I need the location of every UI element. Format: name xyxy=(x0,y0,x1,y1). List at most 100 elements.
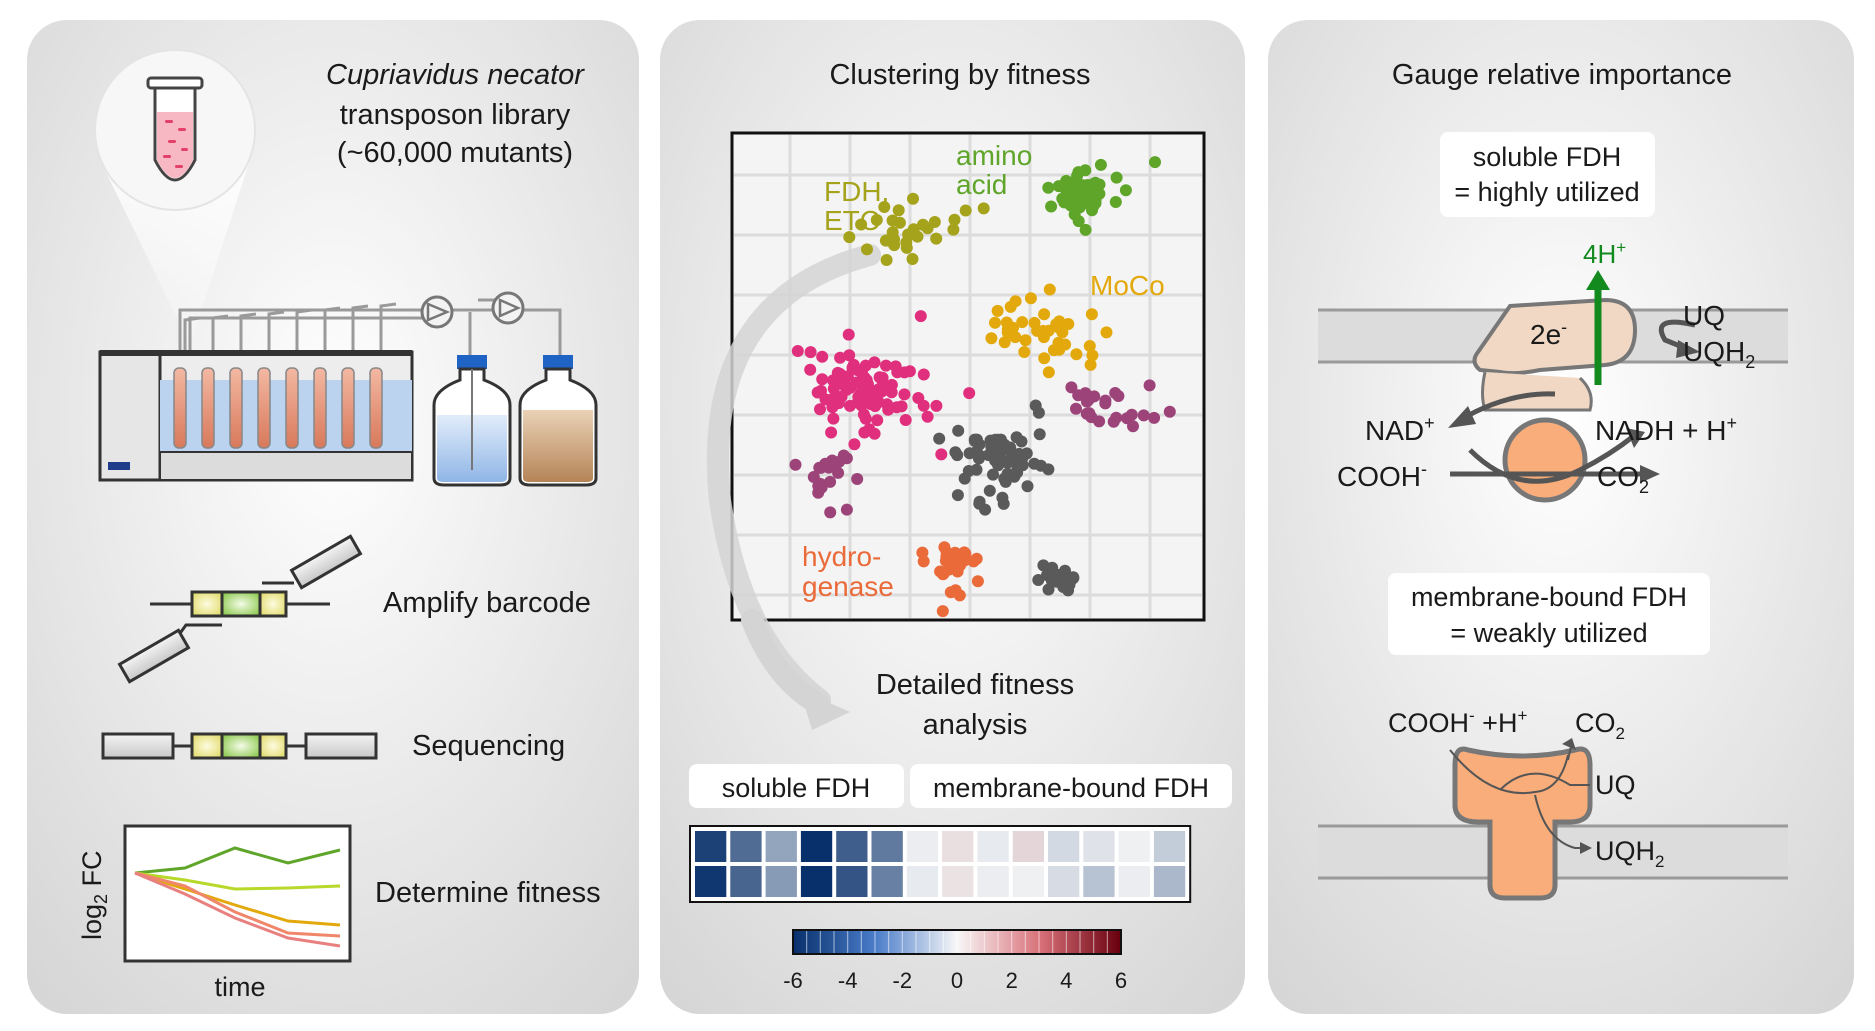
tsne-point xyxy=(1042,463,1055,476)
tsne-point xyxy=(863,423,876,436)
tsne-point xyxy=(893,216,906,229)
membrane-box xyxy=(1388,573,1710,655)
cluster-label-fdh-line1: FDH, xyxy=(824,176,889,207)
tsne-point xyxy=(861,377,874,390)
colorbar-tick-label: 2 xyxy=(1006,968,1018,993)
tsne-point xyxy=(989,454,1002,467)
heatmap-cell xyxy=(1048,831,1080,862)
tsne-point xyxy=(997,497,1010,510)
tsne-point xyxy=(989,433,1002,446)
heatmap-cell xyxy=(1083,866,1115,897)
tsne-point xyxy=(832,372,845,384)
tsne-point xyxy=(859,412,872,425)
bioreactor-icon xyxy=(98,291,562,482)
cluster-label-moco: MoCo xyxy=(1090,270,1165,301)
tsne-point xyxy=(1163,405,1176,418)
heatmap-cell xyxy=(730,831,762,862)
tsne-point xyxy=(813,461,826,474)
heatmap-cell xyxy=(977,866,1009,897)
tsne-point xyxy=(842,328,855,341)
heatmap-cell xyxy=(800,866,833,897)
fitness-plot: log2 FC time xyxy=(77,824,352,1002)
species-name: Cupriavidus necator xyxy=(326,59,585,91)
tsne-point xyxy=(1004,453,1017,466)
tsne-point xyxy=(1046,561,1059,574)
tsne-point xyxy=(1084,358,1097,371)
panel-clustering: Clustering by fitness xyxy=(660,20,1245,1014)
tsne-point xyxy=(861,243,873,256)
tsne-point xyxy=(1038,308,1051,321)
tsne-point xyxy=(827,412,840,425)
membrane-box-line1: membrane-bound FDH xyxy=(1411,582,1687,612)
tsne-point xyxy=(970,463,983,476)
tsne-point xyxy=(1065,381,1078,394)
tsne-point xyxy=(876,385,889,398)
tsne-point xyxy=(903,228,916,241)
tsne-point xyxy=(983,484,996,497)
tsne-point xyxy=(930,399,943,412)
tsne-point xyxy=(998,336,1011,349)
co2-label: CO2 xyxy=(1597,461,1649,497)
m-uq-label: UQ xyxy=(1595,770,1636,800)
membrane-fdh-enzyme xyxy=(1449,738,1593,901)
tsne-point xyxy=(906,253,919,265)
heatmap-cell xyxy=(695,866,727,897)
tsne-point xyxy=(914,310,927,323)
library-line-1: transposon library xyxy=(340,99,571,131)
heatmap-cell xyxy=(871,831,903,862)
tsne-point xyxy=(935,448,948,461)
tsne-point xyxy=(947,223,960,236)
tsne-point xyxy=(934,565,947,578)
tsne-point xyxy=(1119,184,1132,197)
soluble-box xyxy=(1440,132,1655,217)
cluster-label-hydrogenase-line2: genase xyxy=(802,571,894,602)
tsne-point xyxy=(963,447,976,460)
tsne-point xyxy=(1100,326,1113,339)
tsne-point xyxy=(1082,393,1095,406)
tsne-point xyxy=(1024,292,1037,305)
tsne-point xyxy=(907,192,919,205)
tsne-point xyxy=(916,546,929,559)
colorbar-tick-label: 0 xyxy=(951,968,963,993)
tsne-point xyxy=(899,414,912,426)
colorbar-tick-label: 4 xyxy=(1060,968,1072,993)
tsne-point xyxy=(1083,340,1096,352)
tsne-point xyxy=(825,426,838,439)
tsne-point xyxy=(824,506,837,519)
soluble-box-line2: = highly utilized xyxy=(1454,177,1639,207)
tsne-point xyxy=(1004,300,1017,313)
tsne-point xyxy=(840,503,853,516)
cluster-label-amino-acid-line1: amino xyxy=(956,140,1032,171)
tsne-point xyxy=(1059,338,1072,351)
heatmap-cell xyxy=(1048,866,1080,897)
tsne-point xyxy=(870,214,883,226)
tsne-point xyxy=(851,363,864,376)
nad-label: NAD+ xyxy=(1365,413,1435,446)
tsne-point xyxy=(791,345,804,357)
clustering-title: Clustering by fitness xyxy=(829,59,1090,91)
tsne-point xyxy=(951,449,964,462)
heatmap-cell xyxy=(730,866,762,897)
flow-arrow-head xyxy=(800,690,850,730)
m-uqh2-label: UQH2 xyxy=(1595,836,1664,871)
heatmap-cell xyxy=(836,831,868,862)
heatmap-cell xyxy=(942,831,974,862)
tsne-point xyxy=(848,438,861,451)
tsne-point xyxy=(1021,480,1034,493)
m-co2-label: CO2 xyxy=(1575,708,1625,743)
heatmap-frame xyxy=(689,825,1192,903)
step-sequencing-label: Sequencing xyxy=(412,730,565,762)
uqh2-label: UQH2 xyxy=(1683,336,1755,372)
tsne-point xyxy=(1038,352,1051,365)
tsne-point xyxy=(1148,411,1161,424)
tsne-point xyxy=(917,555,930,568)
colorbar-tick-label: -6 xyxy=(783,968,803,993)
membrane-label: membrane-bound FDH xyxy=(933,773,1209,803)
tsne-point xyxy=(958,472,971,485)
tsne-point xyxy=(879,234,892,247)
tsne-point xyxy=(1110,171,1123,184)
soluble-label: soluble FDH xyxy=(722,773,871,803)
tsne-point xyxy=(936,605,949,618)
tsne-point xyxy=(1043,283,1056,296)
membrane-label-box xyxy=(910,764,1232,808)
